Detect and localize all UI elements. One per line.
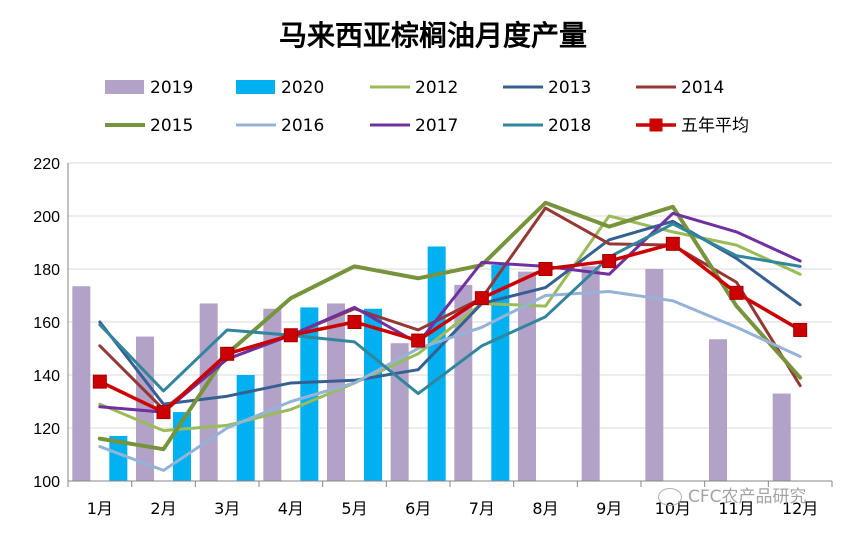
bar-2019 — [390, 343, 409, 481]
avg-marker — [156, 405, 171, 420]
avg-marker — [729, 285, 744, 300]
avg-marker — [220, 346, 235, 361]
wechat-icon — [658, 488, 682, 506]
legend-label-五年平均: 五年平均 — [681, 116, 749, 136]
x-tick-label: 2月 — [150, 499, 176, 518]
avg-marker — [92, 374, 107, 389]
line-2016 — [98, 290, 802, 472]
avg-marker — [347, 315, 362, 329]
line-series-group — [92, 200, 808, 472]
y-tick-label: 100 — [33, 474, 60, 491]
legend-marker-五年平均 — [649, 118, 663, 132]
legend-label-2019: 2019 — [150, 78, 193, 98]
x-tick-label: 5月 — [341, 499, 367, 518]
watermark: CFC农产品研究 — [658, 482, 807, 507]
avg-marker — [538, 262, 553, 276]
legend-label-2017: 2017 — [415, 116, 458, 136]
legend-label-2013: 2013 — [548, 78, 591, 98]
bar-series-group — [72, 246, 791, 481]
bar-2019 — [645, 269, 664, 481]
legend-label-2012: 2012 — [415, 78, 458, 98]
y-tick-label: 220 — [33, 156, 60, 173]
legend-label-2018: 2018 — [548, 116, 591, 136]
legend-label-2015: 2015 — [150, 116, 193, 136]
legend-label-2014: 2014 — [681, 78, 724, 98]
avg-marker — [665, 236, 680, 251]
bar-2020 — [109, 435, 128, 481]
axes: 100 120 140 160 180 200 220 1月 2月 3月 4月 5月 6月 7月 8月 9月 1… — [33, 156, 833, 518]
bar-2020 — [427, 246, 446, 481]
bar-2019 — [772, 393, 791, 481]
x-tick-label: 3月 — [214, 499, 240, 518]
legend-swatch-2019 — [105, 80, 144, 94]
line-2018 — [98, 222, 802, 396]
y-tick-label: 200 — [33, 209, 60, 226]
x-tick-label: 12月 — [782, 499, 818, 518]
x-tick-label: 7月 — [469, 499, 495, 518]
line-2012 — [98, 214, 802, 433]
y-tick-label: 120 — [33, 421, 60, 438]
avg-marker — [602, 254, 617, 269]
x-tick-label: 6月 — [405, 499, 431, 518]
x-tick-label: 8月 — [532, 499, 558, 518]
bar-2020 — [236, 375, 255, 481]
legend-swatch-2020 — [236, 80, 275, 94]
legend-label-2016: 2016 — [281, 116, 324, 136]
legend: 2019 2020 2012 2013 2014 2015 2016 2017 2018 五年平均 — [105, 78, 749, 136]
x-tick-label: 1月 — [87, 499, 113, 518]
legend-label-2020: 2020 — [281, 78, 324, 98]
chart-title: 马来西亚棕榈油月度产量 — [278, 19, 587, 52]
y-tick-label: 160 — [33, 315, 60, 332]
x-tick-label: 4月 — [278, 499, 304, 518]
y-tick-label: 140 — [33, 368, 60, 385]
bar-2020 — [300, 307, 319, 481]
line-五年平均 — [98, 242, 802, 414]
y-tick-label: 180 — [33, 262, 60, 279]
x-tick-label: 11月 — [718, 499, 754, 518]
watermark-text: CFC农产品研究 — [688, 487, 807, 507]
line-2017 — [98, 211, 802, 414]
avg-marker — [283, 328, 298, 343]
bar-2019 — [709, 339, 727, 481]
avg-marker — [411, 333, 426, 348]
avg-marker — [474, 291, 489, 306]
bar-2020 — [364, 308, 382, 481]
avg-marker — [793, 322, 808, 337]
bar-2019 — [581, 266, 600, 481]
bar-2019 — [263, 308, 282, 481]
bar-2019 — [72, 286, 91, 481]
x-tick-label: 9月 — [596, 499, 622, 518]
